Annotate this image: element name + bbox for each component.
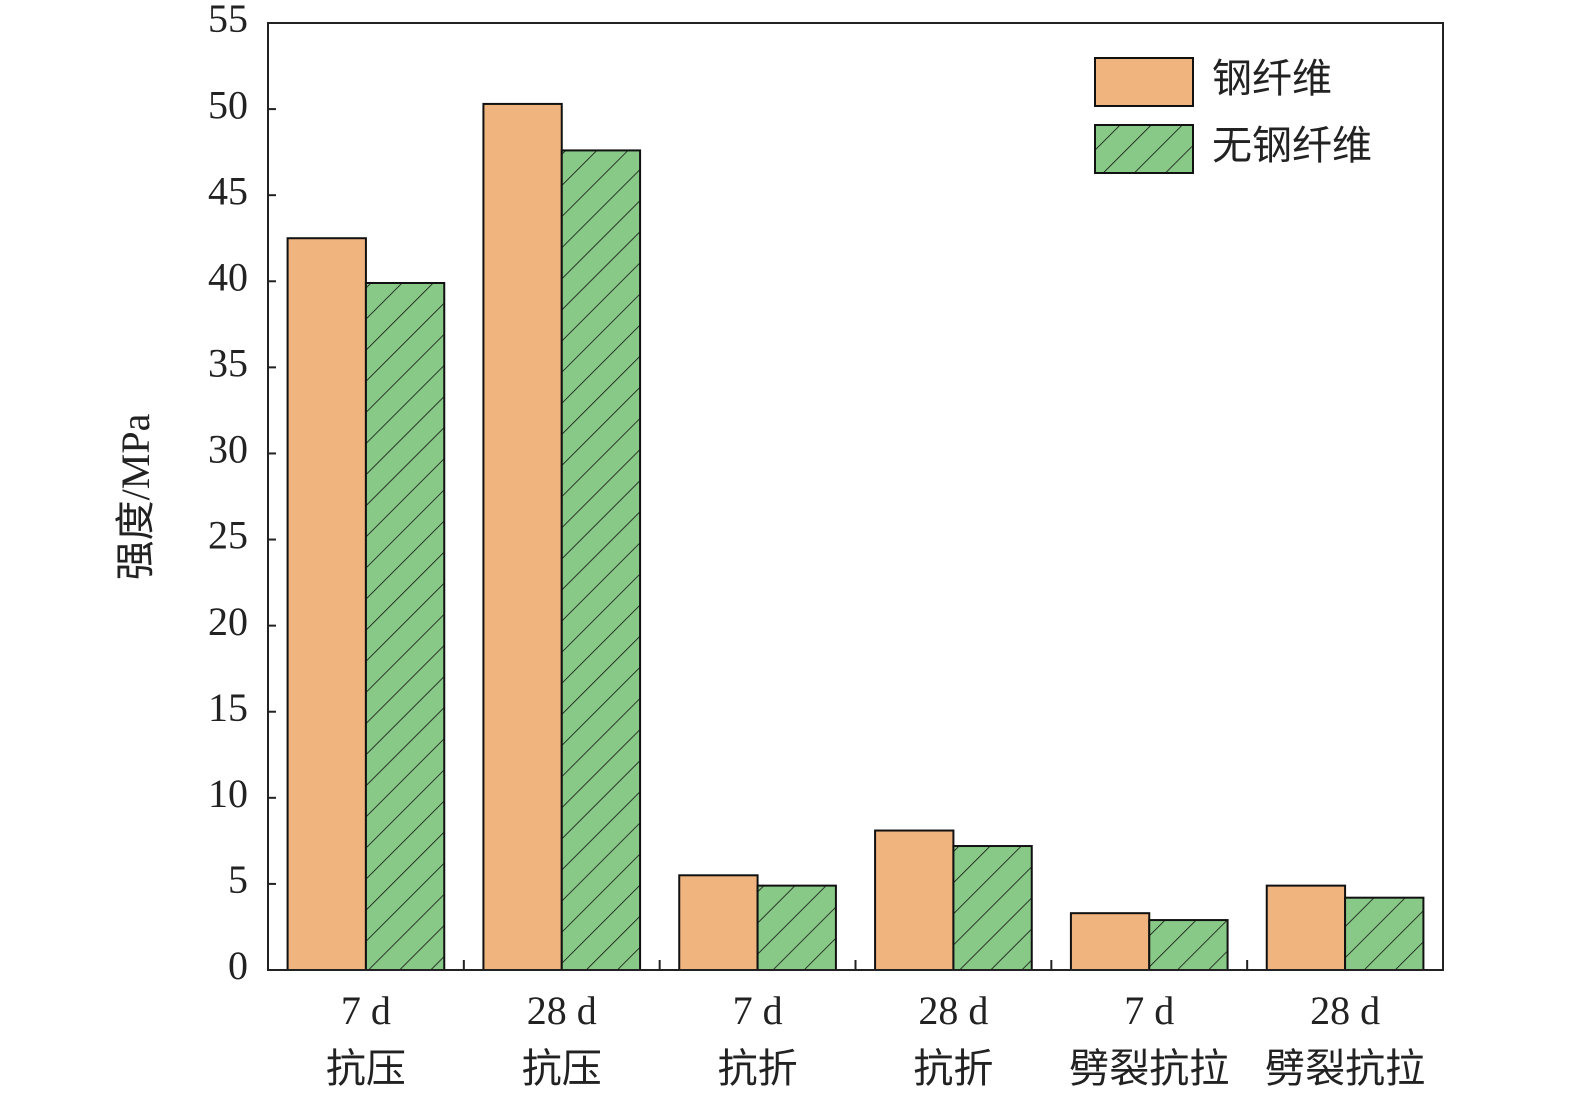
plot-frame: [267, 22, 1444, 971]
x-tick-label: 抗压: [326, 1046, 406, 1091]
x-tick-label: 抗折: [913, 1046, 993, 1091]
y-tick-label: 15: [208, 685, 248, 730]
bar-hatch: [365, 282, 445, 971]
y-tick-label: 5: [228, 857, 248, 902]
x-tick-label: 抗折: [718, 1046, 798, 1091]
bar: [1265, 884, 1347, 972]
y-tick-label: 35: [208, 341, 248, 386]
y-tick-label: 0: [228, 943, 248, 988]
y-tick-label: 20: [208, 599, 248, 644]
y-tick-label: 50: [208, 82, 248, 127]
x-tick-label: 28 d: [918, 988, 988, 1033]
x-tick-label: 劈裂抗拉: [1265, 1046, 1425, 1091]
y-tick-label: 10: [208, 771, 248, 816]
legend-label: 钢纤维: [1212, 56, 1332, 101]
y-tick-label: 40: [208, 254, 248, 299]
y-tick-label: 30: [208, 427, 248, 472]
bar: [482, 102, 563, 971]
x-tick-label: 7 d: [1124, 988, 1174, 1033]
bar-hatch: [757, 885, 836, 970]
y-axis-label: 强度/MPa: [113, 413, 158, 580]
legend-label: 无钢纤维: [1212, 123, 1372, 168]
bar: [286, 237, 367, 971]
bar-hatch: [953, 846, 1032, 970]
x-tick-label: 7 d: [733, 988, 783, 1033]
bar: [1069, 912, 1151, 971]
bar: [678, 874, 759, 971]
x-tick-label: 7 d: [341, 988, 391, 1033]
y-tick-label: 55: [208, 0, 248, 41]
legend-swatch: [1094, 57, 1194, 107]
x-tick-label: 抗压: [522, 1046, 602, 1091]
y-tick-label: 45: [208, 168, 248, 213]
y-tick-label: 25: [208, 513, 248, 558]
x-tick-label: 劈裂抗拉: [1069, 1046, 1229, 1091]
bar-hatch: [1345, 897, 1424, 970]
bar-hatch: [1149, 920, 1228, 970]
bar-hatch: [561, 150, 641, 970]
bar: [874, 829, 955, 971]
x-tick-label: 28 d: [1310, 988, 1380, 1033]
x-tick-label: 28 d: [527, 988, 597, 1033]
legend-hatch: [1095, 125, 1193, 173]
